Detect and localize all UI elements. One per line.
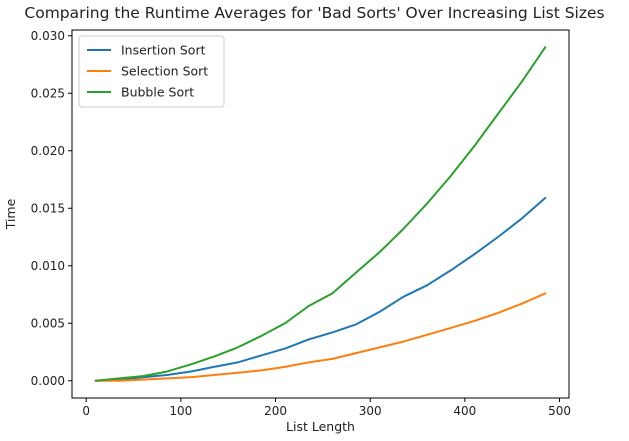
plot-frame (71, 29, 570, 399)
x-tick-label: 0 (82, 404, 90, 418)
legend: Insertion Sort Selection Sort Bubble Sort (78, 35, 225, 108)
x-tick-label: 200 (264, 404, 287, 418)
y-tick-label: 0.015 (31, 201, 65, 215)
series-layer (94, 46, 547, 382)
y-tick-label: 0.005 (31, 316, 65, 330)
chart-title: Comparing the Runtime Averages for 'Bad … (24, 4, 605, 22)
series-line-insertion-sort (94, 196, 547, 382)
y-axis-label: Time (3, 198, 18, 230)
x-tick-label: 100 (169, 404, 192, 418)
series-line-bubble-sort (94, 46, 547, 382)
ticks-layer: 0 100 200 300 400 500 0.000 0.005 0.010 0.015 0.02… (31, 29, 571, 418)
legend-box (78, 35, 225, 108)
series-line-selection-sort (94, 292, 547, 382)
y-tick-label: 0.030 (31, 29, 65, 43)
legend-label-insertion-sort: Insertion Sort (121, 43, 206, 58)
y-tick-label: 0.000 (31, 374, 65, 388)
x-tick-label: 400 (453, 404, 476, 418)
legend-label-bubble-sort: Bubble Sort (121, 85, 194, 100)
x-tick-label: 300 (359, 404, 382, 418)
x-axis-label: List Length (286, 419, 355, 434)
x-tick-label: 500 (548, 404, 571, 418)
y-tick-label: 0.020 (31, 144, 65, 158)
y-tick-label: 0.010 (31, 259, 65, 273)
legend-label-selection-sort: Selection Sort (121, 64, 208, 79)
y-tick-label: 0.025 (31, 86, 65, 100)
